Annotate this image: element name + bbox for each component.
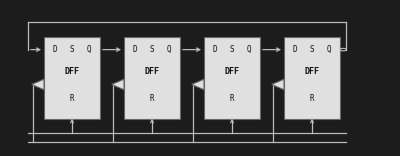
Text: DFF: DFF xyxy=(304,67,320,76)
Text: R: R xyxy=(150,94,154,103)
Polygon shape xyxy=(32,79,44,90)
Text: R: R xyxy=(310,94,314,103)
Text: S: S xyxy=(150,45,154,54)
Bar xyxy=(204,37,260,119)
Polygon shape xyxy=(192,79,204,90)
Text: Q: Q xyxy=(86,45,91,54)
Text: S: S xyxy=(70,45,74,54)
Bar xyxy=(124,37,180,119)
Text: R: R xyxy=(230,94,234,103)
Bar xyxy=(44,37,100,119)
Text: D: D xyxy=(213,45,218,54)
Text: DFF: DFF xyxy=(64,67,80,76)
Text: Q: Q xyxy=(166,45,171,54)
Text: Q: Q xyxy=(246,45,251,54)
Text: S: S xyxy=(230,45,234,54)
Text: S: S xyxy=(310,45,314,54)
Bar xyxy=(284,37,340,119)
Text: Q: Q xyxy=(326,45,331,54)
Text: DFF: DFF xyxy=(144,67,160,76)
Polygon shape xyxy=(272,79,284,90)
Text: R: R xyxy=(70,94,74,103)
Polygon shape xyxy=(112,79,124,90)
Text: D: D xyxy=(53,45,58,54)
Text: DFF: DFF xyxy=(224,67,240,76)
Text: D: D xyxy=(293,45,298,54)
Text: D: D xyxy=(133,45,138,54)
